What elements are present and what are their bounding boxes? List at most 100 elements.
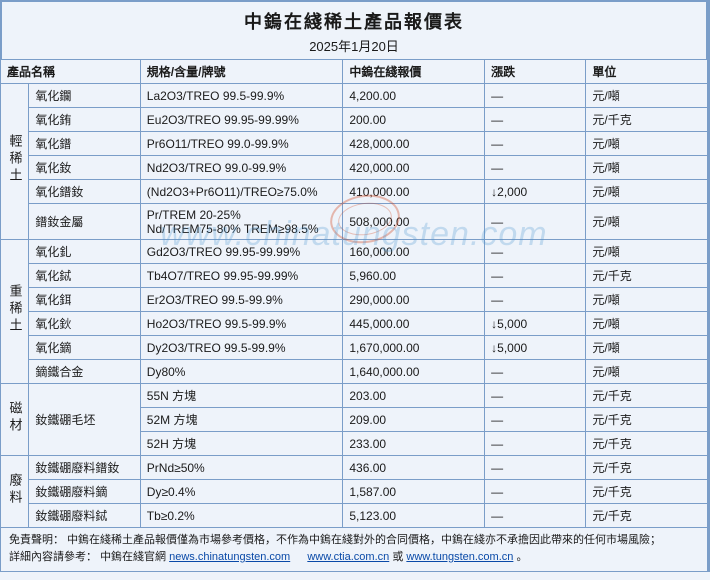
cell-name: 氧化鐠釹 <box>29 180 140 204</box>
cell-change: — <box>485 240 586 264</box>
ref-text: 中鎢在綫官網 <box>100 551 169 563</box>
cell-change: — <box>485 288 586 312</box>
cell-change: ↓2,000 <box>485 180 586 204</box>
cell-spec: La2O3/TREO 99.5-99.9% <box>140 84 343 108</box>
cell-change: — <box>485 264 586 288</box>
col-change: 漲跌 <box>485 60 586 84</box>
cell-price: 445,000.00 <box>343 312 485 336</box>
cell-unit: 元/噸 <box>586 180 708 204</box>
header-row: 產品名稱 規格/含量/牌號 中鎢在綫報價 漲跌 單位 <box>1 60 708 84</box>
category-cell: 磁材 <box>1 384 29 456</box>
cell-price: 160,000.00 <box>343 240 485 264</box>
price-sheet: 中鎢在綫稀土產品報價表 2025年1月20日 產品名稱 規格/含量/牌號 中鎢在… <box>0 0 710 572</box>
table-row: 磁材釹鐵硼毛坯55N 方塊203.00—元/千克 <box>1 384 708 408</box>
cell-change: — <box>485 408 586 432</box>
disclaimer-text: 中鎢在綫稀土產品報價僅為市場參考價格，不作為中鎢在綫對外的合同價格，中鎢在綫亦不… <box>67 534 661 546</box>
cell-unit: 元/千克 <box>586 384 708 408</box>
cell-change: — <box>485 132 586 156</box>
cell-spec: Tb≥0.2% <box>140 504 343 528</box>
cell-unit: 元/噸 <box>586 240 708 264</box>
footer: 免責聲明： 中鎢在綫稀土產品報價僅為市場參考價格，不作為中鎢在綫對外的合同價格，… <box>0 528 708 572</box>
price-table: 產品名稱 規格/含量/牌號 中鎢在綫報價 漲跌 單位 輕稀土氧化鑭La2O3/T… <box>0 59 708 528</box>
cell-spec: Nd2O3/TREO 99.0-99.9% <box>140 156 343 180</box>
title-block: 中鎢在綫稀土產品報價表 2025年1月20日 <box>0 0 708 59</box>
cell-change: — <box>485 504 586 528</box>
cell-price: 420,000.00 <box>343 156 485 180</box>
cell-change: — <box>485 360 586 384</box>
cell-name: 氧化鉺 <box>29 288 140 312</box>
cell-unit: 元/噸 <box>586 336 708 360</box>
table-row: 鐠釹金屬Pr/TREM 20-25%Nd/TREM75-80% TREM≥98.… <box>1 204 708 240</box>
cell-price: 410,000.00 <box>343 180 485 204</box>
cell-unit: 元/千克 <box>586 108 708 132</box>
cell-name: 釹鐵硼廢料鐠釹 <box>29 456 140 480</box>
cell-unit: 元/千克 <box>586 504 708 528</box>
cell-name: 氧化銪 <box>29 108 140 132</box>
cell-unit: 元/千克 <box>586 480 708 504</box>
cell-spec: Eu2O3/TREO 99.95-99.99% <box>140 108 343 132</box>
cell-spec: Pr/TREM 20-25%Nd/TREM75-80% TREM≥98.5% <box>140 204 343 240</box>
cell-change: — <box>485 84 586 108</box>
cell-change: — <box>485 432 586 456</box>
cell-price: 1,670,000.00 <box>343 336 485 360</box>
cell-spec: Pr6O11/TREO 99.0-99.9% <box>140 132 343 156</box>
cell-price: 5,123.00 <box>343 504 485 528</box>
cell-spec: 52M 方塊 <box>140 408 343 432</box>
cell-unit: 元/噸 <box>586 156 708 180</box>
cell-spec: Er2O3/TREO 99.5-99.9% <box>140 288 343 312</box>
cell-price: 203.00 <box>343 384 485 408</box>
table-row: 釹鐵硼廢料鏑Dy≥0.4%1,587.00—元/千克 <box>1 480 708 504</box>
cell-spec: Dy2O3/TREO 99.5-99.9% <box>140 336 343 360</box>
table-row: 氧化銪Eu2O3/TREO 99.95-99.99%200.00—元/千克 <box>1 108 708 132</box>
cell-price: 209.00 <box>343 408 485 432</box>
cell-price: 508,000.00 <box>343 204 485 240</box>
footer-link-2[interactable]: www.ctia.com.cn <box>307 551 389 563</box>
cell-unit: 元/千克 <box>586 408 708 432</box>
footer-link-3[interactable]: www.tungsten.com.cn <box>406 551 513 563</box>
col-unit: 單位 <box>586 60 708 84</box>
cell-spec: 55N 方塊 <box>140 384 343 408</box>
category-cell: 廢料 <box>1 456 29 528</box>
cell-spec: Gd2O3/TREO 99.95-99.99% <box>140 240 343 264</box>
cell-name: 氧化釹 <box>29 156 140 180</box>
cell-name: 氧化釓 <box>29 240 140 264</box>
cell-price: 233.00 <box>343 432 485 456</box>
cell-name: 鐠釹金屬 <box>29 204 140 240</box>
cell-change: — <box>485 456 586 480</box>
cell-price: 1,640,000.00 <box>343 360 485 384</box>
table-row: 重稀土氧化釓Gd2O3/TREO 99.95-99.99%160,000.00—… <box>1 240 708 264</box>
cell-change: ↓5,000 <box>485 312 586 336</box>
cell-unit: 元/千克 <box>586 264 708 288</box>
table-row: 氧化鐠釹(Nd2O3+Pr6O11)/TREO≥75.0%410,000.00↓… <box>1 180 708 204</box>
cell-change: — <box>485 204 586 240</box>
cell-change: — <box>485 108 586 132</box>
cell-spec: (Nd2O3+Pr6O11)/TREO≥75.0% <box>140 180 343 204</box>
cell-change: — <box>485 156 586 180</box>
sep1 <box>293 551 304 563</box>
ref-label: 詳細內容請參考： <box>9 551 97 563</box>
cell-unit: 元/噸 <box>586 360 708 384</box>
disclaimer-label: 免責聲明： <box>9 534 64 546</box>
cell-change: ↓5,000 <box>485 336 586 360</box>
cell-name: 釹鐵硼廢料鋱 <box>29 504 140 528</box>
footer-link-1[interactable]: news.chinatungsten.com <box>169 551 290 563</box>
report-date: 2025年1月20日 <box>2 36 706 55</box>
table-row: 廢料釹鐵硼廢料鐠釹PrNd≥50%436.00—元/千克 <box>1 456 708 480</box>
cell-spec: Dy≥0.4% <box>140 480 343 504</box>
cell-unit: 元/噸 <box>586 312 708 336</box>
cell-name: 釹鐵硼廢料鏑 <box>29 480 140 504</box>
table-row: 氧化鏑Dy2O3/TREO 99.5-99.9%1,670,000.00↓5,0… <box>1 336 708 360</box>
table-row: 氧化鐠Pr6O11/TREO 99.0-99.9%428,000.00—元/噸 <box>1 132 708 156</box>
page-title: 中鎢在綫稀土產品報價表 <box>2 8 706 34</box>
cell-change: — <box>485 384 586 408</box>
table-row: 氧化釹Nd2O3/TREO 99.0-99.9%420,000.00—元/噸 <box>1 156 708 180</box>
cell-name: 氧化鑭 <box>29 84 140 108</box>
table-row: 氧化鋱Tb4O7/TREO 99.95-99.99%5,960.00—元/千克 <box>1 264 708 288</box>
table-body: 輕稀土氧化鑭La2O3/TREO 99.5-99.9%4,200.00—元/噸氧… <box>1 84 708 528</box>
cell-spec: PrNd≥50% <box>140 456 343 480</box>
cell-price: 4,200.00 <box>343 84 485 108</box>
table-row: 氧化鉺Er2O3/TREO 99.5-99.9%290,000.00—元/噸 <box>1 288 708 312</box>
cell-change: — <box>485 480 586 504</box>
table-row: 釹鐵硼廢料鋱Tb≥0.2%5,123.00—元/千克 <box>1 504 708 528</box>
cell-name: 鏑鐵合金 <box>29 360 140 384</box>
